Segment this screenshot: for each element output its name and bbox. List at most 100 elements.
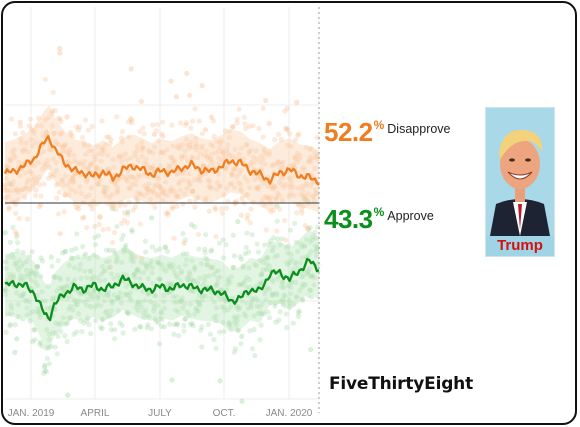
poll-dot: [162, 324, 168, 330]
poll-dot: [115, 308, 121, 314]
poll-dot: [220, 151, 226, 157]
poll-dot: [134, 300, 140, 306]
poll-dot: [229, 171, 235, 178]
poll-dot: [270, 186, 277, 192]
poll-dot: [293, 294, 299, 300]
poll-dot: [40, 133, 46, 139]
poll-dot: [225, 142, 231, 148]
poll-dot: [184, 251, 190, 257]
poll-dot: [6, 271, 12, 278]
poll-dot: [167, 321, 173, 327]
poll-dot: [18, 187, 24, 193]
poll-dot: [188, 125, 194, 131]
poll-dot: [314, 135, 321, 141]
poll-dot: [105, 152, 111, 159]
poll-dot: [137, 221, 144, 227]
poll-dot: [257, 257, 263, 264]
poll-dot: [189, 258, 195, 264]
poll-dot: [263, 194, 270, 200]
poll-dot: [217, 295, 223, 302]
poll-dot: [255, 174, 261, 181]
poll-dot: [293, 259, 300, 265]
poll-dot: [301, 196, 307, 202]
poll-dot: [74, 301, 80, 308]
poll-dot: [6, 206, 12, 212]
poll-dot: [76, 202, 82, 208]
poll-dot: [17, 277, 23, 283]
poll-dot: [178, 298, 184, 304]
poll-dot: [301, 192, 307, 198]
poll-dot: [308, 288, 314, 294]
poll-dot: [185, 158, 191, 164]
poll-dot: [102, 268, 108, 274]
poll-dot: [64, 284, 71, 290]
poll-dot: [207, 156, 213, 162]
poll-dot: [192, 264, 198, 270]
poll-dot: [280, 298, 287, 305]
poll-dot: [66, 306, 72, 312]
poll-dot: [93, 164, 100, 170]
poll-dot: [85, 127, 91, 133]
poll-dot: [219, 210, 225, 216]
poll-dot: [204, 257, 211, 263]
poll-dot: [15, 197, 21, 203]
poll-dot: [77, 266, 83, 272]
poll-dot: [85, 165, 91, 171]
poll-dot: [119, 139, 126, 145]
poll-dot: [273, 196, 279, 202]
poll-dot: [157, 276, 163, 282]
poll-dot: [307, 287, 313, 293]
poll-dot: [146, 147, 152, 154]
poll-dot: [149, 215, 155, 221]
poll-dot: [32, 337, 38, 343]
poll-dot: [152, 292, 158, 299]
poll-dot: [145, 185, 151, 191]
poll-dot: [295, 313, 301, 319]
poll-dot: [184, 186, 190, 192]
poll-dot: [16, 159, 22, 165]
poll-dot: [34, 282, 40, 288]
poll-dot: [173, 294, 180, 300]
poll-dot: [216, 148, 222, 154]
poll-dot: [123, 176, 129, 182]
poll-dot: [91, 288, 97, 294]
poll-dot: [170, 265, 176, 271]
poll-dot: [49, 108, 55, 114]
poll-dot: [314, 190, 320, 196]
poll-dot: [133, 305, 139, 311]
poll-dot: [305, 225, 311, 231]
poll-dot: [243, 192, 249, 198]
poll-dot: [276, 317, 282, 323]
poll-dot: [7, 323, 13, 329]
poll-dot: [14, 336, 20, 342]
poll-dot: [237, 281, 243, 288]
poll-dot: [232, 199, 238, 206]
poll-dot: [99, 263, 106, 270]
poll-dot: [170, 143, 176, 149]
poll-dot: [185, 274, 191, 280]
poll-dot: [226, 319, 232, 326]
poll-dot: [107, 140, 113, 146]
poll-dot: [54, 351, 60, 357]
poll-dot: [290, 267, 296, 273]
poll-dot: [234, 120, 240, 126]
poll-dot: [258, 153, 264, 159]
poll-dot: [294, 150, 301, 156]
poll-dot: [25, 177, 31, 183]
poll-dot: [174, 321, 180, 327]
poll-dot: [258, 272, 264, 278]
poll-dot: [116, 176, 122, 182]
poll-dot: [20, 292, 26, 298]
poll-dot: [190, 288, 196, 295]
poll-dot: [234, 304, 241, 310]
poll-dot: [86, 290, 92, 297]
poll-dot: [180, 177, 187, 183]
poll-dot: [178, 155, 185, 162]
poll-dot: [288, 191, 294, 197]
poll-dot: [146, 291, 152, 297]
poll-dot: [5, 311, 11, 317]
poll-dot: [3, 288, 9, 294]
poll-dot: [144, 291, 150, 297]
poll-dot: [302, 222, 308, 229]
poll-dot: [56, 189, 62, 195]
